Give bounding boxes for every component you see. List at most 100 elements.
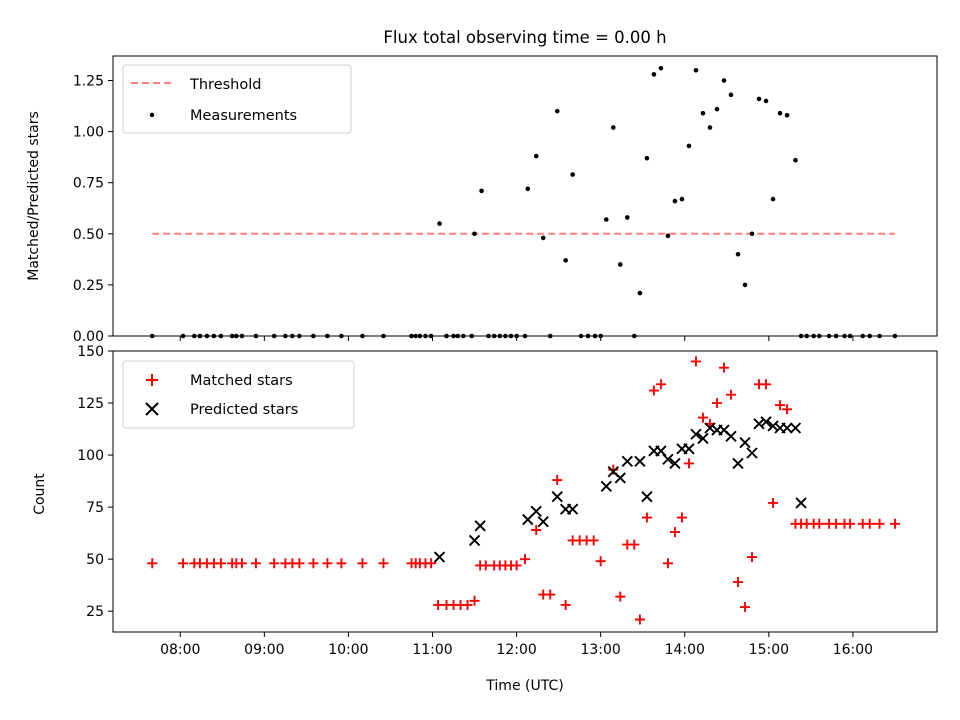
measurement-point bbox=[742, 282, 748, 288]
predicted-star-point bbox=[566, 503, 579, 515]
matched-star-point bbox=[588, 535, 599, 546]
x-tick-label: 11:00 bbox=[412, 642, 452, 658]
measurement-point bbox=[735, 251, 741, 257]
measurement-point bbox=[570, 172, 575, 177]
x-axis-label: Time (UTC) bbox=[485, 678, 563, 694]
y-tick-label: 75 bbox=[86, 500, 104, 516]
matched-star-point bbox=[669, 527, 680, 538]
matched-star-point bbox=[545, 589, 556, 600]
y-tick-label: 25 bbox=[86, 604, 104, 620]
measurement-point bbox=[610, 125, 616, 130]
x-tick-label: 09:00 bbox=[244, 642, 284, 658]
ratio-panel: Flux total observing time = 0.00 h 0.000… bbox=[26, 28, 938, 345]
measurement-point bbox=[770, 196, 776, 202]
ratio-y-axis-label: Matched/Predicted stars bbox=[26, 111, 42, 281]
legend-measurements-marker bbox=[149, 112, 155, 118]
matched-star-point bbox=[215, 558, 226, 569]
x-tick-label: 13:00 bbox=[580, 642, 620, 658]
ratio-axes: 0.00 0.25 0.50 0.75 1.00 1.25 bbox=[73, 55, 938, 345]
matched-star-point bbox=[250, 558, 261, 569]
predicted-star-point bbox=[739, 436, 751, 449]
matched-star-point bbox=[147, 558, 158, 569]
measurement-point bbox=[793, 157, 798, 163]
measurement-point bbox=[763, 98, 769, 104]
matched-star-point bbox=[629, 539, 640, 550]
y-tick-label: 125 bbox=[77, 396, 104, 412]
matched-star-point bbox=[595, 556, 606, 567]
matched-star-point bbox=[697, 412, 708, 423]
matched-star-point bbox=[294, 558, 305, 569]
measurement-point bbox=[707, 125, 713, 130]
predicted-star-point bbox=[760, 416, 772, 428]
matched-star-point bbox=[336, 558, 347, 569]
measurement-point bbox=[714, 106, 720, 112]
matched-star-point bbox=[733, 577, 744, 588]
predicted-star-point bbox=[551, 491, 563, 503]
measurement-point bbox=[777, 110, 783, 116]
y-tick-label: 0.00 bbox=[73, 329, 104, 345]
matched-star-point bbox=[634, 614, 645, 625]
predicted-star-point bbox=[522, 513, 534, 526]
matched-star-point bbox=[683, 458, 694, 469]
matched-star-point bbox=[831, 518, 842, 529]
matched-star-point bbox=[552, 475, 563, 486]
y-tick-label: 1.00 bbox=[73, 125, 104, 141]
predicted-star-point bbox=[767, 420, 779, 432]
count-panel: 25 50 75 100 125 150 08:00 09:00 10:00 11:00 12:00… bbox=[32, 344, 938, 694]
measurement-point bbox=[700, 110, 706, 116]
y-tick-label: 0.50 bbox=[73, 227, 104, 243]
matched-star-point bbox=[520, 554, 530, 565]
predicted-star-point bbox=[795, 497, 807, 509]
predicted-star-point bbox=[634, 455, 646, 467]
count-legend-frame bbox=[122, 360, 355, 429]
predicted-star-point bbox=[683, 443, 695, 455]
matched-star-point bbox=[426, 558, 437, 569]
predicted-star-point bbox=[530, 505, 542, 517]
matched-star-point bbox=[322, 558, 333, 569]
matched-star-point bbox=[469, 595, 480, 606]
legend-predicted-label: Predicted stars bbox=[190, 402, 298, 418]
predicted-star-point bbox=[669, 457, 681, 470]
count-legend: Matched stars Predicted stars bbox=[122, 360, 355, 429]
x-tick-label: 15:00 bbox=[749, 642, 789, 658]
matched-star-point bbox=[511, 560, 522, 571]
measurement-point bbox=[617, 262, 623, 267]
y-tick-label: 1.25 bbox=[73, 74, 104, 90]
y-tick-label: 50 bbox=[86, 552, 104, 568]
matched-star-point bbox=[433, 599, 444, 610]
matched-star-point bbox=[845, 518, 856, 529]
matched-star-point bbox=[308, 558, 319, 569]
measurement-point bbox=[624, 215, 630, 220]
measurement-point bbox=[784, 112, 790, 118]
measurement-point bbox=[437, 221, 442, 226]
x-tick-label: 16:00 bbox=[833, 642, 873, 658]
ratio-legend-frame bbox=[122, 64, 352, 134]
matched-star-point bbox=[560, 599, 571, 610]
matched-star-point bbox=[378, 558, 389, 569]
matched-star-point bbox=[655, 379, 666, 390]
predicted-star-point bbox=[537, 516, 549, 528]
predicted-star-point bbox=[433, 551, 446, 563]
legend-measurements-label: Measurements bbox=[190, 108, 297, 124]
y-tick-label: 0.75 bbox=[73, 176, 104, 192]
matched-star-point bbox=[615, 591, 626, 602]
y-tick-label: 0.25 bbox=[73, 278, 104, 294]
measurement-point bbox=[644, 155, 650, 161]
count-plot-area bbox=[147, 356, 900, 625]
predicted-star-point bbox=[732, 457, 744, 470]
matched-star-point bbox=[761, 379, 772, 390]
measurement-point bbox=[756, 96, 762, 102]
predicted-star-point bbox=[704, 422, 716, 434]
predicted-star-point bbox=[725, 430, 737, 443]
predicted-star-point bbox=[746, 447, 758, 459]
x-tick-label: 12:00 bbox=[496, 642, 536, 658]
measurement-point bbox=[651, 72, 657, 77]
matched-star-point bbox=[874, 518, 885, 529]
predicted-star-point bbox=[468, 534, 481, 547]
matched-star-point bbox=[480, 560, 491, 571]
measurement-point bbox=[525, 186, 531, 192]
matched-star-point bbox=[662, 558, 673, 569]
measurement-point bbox=[693, 68, 699, 73]
measurement-point bbox=[472, 231, 477, 237]
